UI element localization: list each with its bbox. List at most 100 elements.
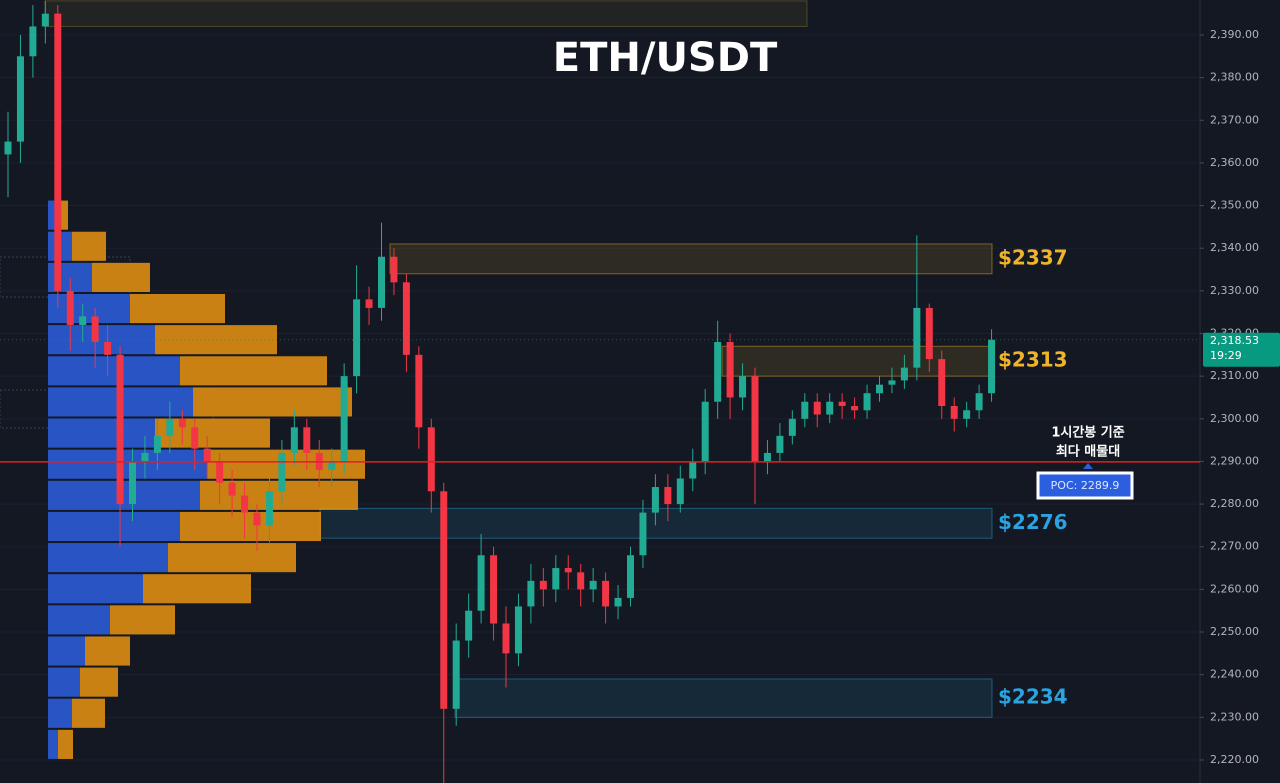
zone: [319, 507, 993, 539]
last-price-label: 2,318.53: [1210, 334, 1259, 347]
profile-buy: [48, 480, 200, 510]
profile-buy: [48, 636, 85, 666]
profile-sell: [58, 729, 73, 759]
profile-buy: [48, 449, 207, 479]
candle-body: [340, 376, 348, 462]
profile-sell: [58, 200, 68, 230]
candle-body: [477, 555, 485, 611]
profile-buy: [48, 729, 58, 759]
candle-body: [838, 401, 846, 406]
candle-body: [664, 487, 672, 505]
chart-title: ETH/USDT: [553, 35, 778, 81]
profile-buy: [48, 293, 130, 324]
y-tick-label: 2,270.00: [1210, 540, 1259, 553]
profile-buy: [48, 325, 155, 355]
profile-sell: [80, 667, 118, 697]
candle-body: [104, 342, 112, 355]
profile-buy: [48, 418, 155, 448]
candle-body: [739, 376, 747, 398]
candle-body: [66, 290, 74, 325]
zone-label: $2234: [998, 685, 1068, 709]
candle-body: [988, 339, 996, 394]
candle-body: [801, 401, 809, 419]
candle-body: [589, 580, 597, 590]
y-tick-label: 2,340.00: [1210, 241, 1259, 254]
candle-body: [502, 623, 510, 654]
profile-buy: [48, 605, 110, 635]
zone: [44, 0, 808, 27]
candle-body: [427, 427, 435, 492]
profile-sell: [110, 605, 175, 635]
candle-body: [29, 26, 37, 57]
zone-label: $2337: [998, 245, 1068, 269]
price-axis: [1200, 0, 1280, 783]
candle-body: [415, 354, 423, 428]
candle-body: [514, 606, 522, 654]
y-tick-label: 2,380.00: [1210, 71, 1259, 84]
candle-body: [465, 610, 473, 641]
candle-body: [950, 406, 958, 419]
candle-body: [490, 555, 498, 624]
profile-sell: [180, 356, 327, 386]
zone-label: $2276: [998, 510, 1068, 534]
annotation-arrow: [1083, 463, 1093, 469]
candle-body: [900, 367, 908, 381]
candle-body: [763, 452, 771, 462]
candle-body: [328, 461, 336, 470]
candle-body: [963, 410, 971, 419]
candle-body: [651, 487, 659, 513]
profile-buy: [48, 356, 180, 386]
candle-body: [253, 512, 261, 526]
candle-body: [913, 307, 921, 368]
candle-body: [888, 380, 896, 385]
candle-body: [876, 384, 883, 394]
candle-body: [452, 640, 460, 709]
profile-sell: [180, 511, 321, 542]
candle-body: [826, 401, 834, 415]
profile-sell: [92, 262, 150, 292]
candle-body: [54, 13, 62, 291]
candle-body: [129, 461, 136, 505]
candle-body: [602, 580, 610, 607]
candle-body: [925, 307, 933, 360]
countdown: 19:29: [1210, 349, 1242, 362]
y-tick-label: 2,300.00: [1210, 412, 1259, 425]
candle-body: [228, 482, 236, 496]
last-price-tag: [1203, 332, 1280, 367]
profile-sell: [85, 636, 130, 666]
candle-body: [278, 452, 286, 492]
candle-body: [552, 568, 560, 590]
candle-body: [975, 393, 983, 411]
candle-body: [527, 580, 535, 607]
candle-body: [91, 316, 99, 343]
candle-body: [41, 13, 49, 27]
poc-label: POC: 2289.9: [1051, 479, 1120, 492]
candle-body: [216, 461, 224, 483]
zone-label: $2313: [998, 348, 1068, 372]
y-tick-label: 2,220.00: [1210, 753, 1259, 766]
candle-body: [938, 359, 946, 406]
candle-body: [290, 427, 298, 453]
candle-body: [813, 401, 821, 415]
candle-body: [788, 418, 796, 436]
candle-body: [701, 401, 709, 462]
candle-body: [303, 427, 311, 453]
candle-body: [265, 491, 273, 526]
candle-body: [863, 393, 871, 411]
candle-body: [378, 256, 385, 308]
profile-sell: [155, 418, 270, 448]
y-tick-label: 2,350.00: [1210, 199, 1259, 212]
candle-body: [178, 418, 186, 428]
y-tick-label: 2,280.00: [1210, 497, 1259, 510]
profile-sell: [207, 449, 365, 479]
profile-buy: [48, 543, 168, 573]
candle-body: [390, 256, 398, 283]
y-tick-label: 2,360.00: [1210, 156, 1259, 169]
candle-body: [639, 512, 647, 556]
candle-body: [402, 282, 410, 355]
candle-body: [676, 478, 684, 505]
candle-body: [166, 418, 174, 436]
plot-area: [0, 0, 1200, 783]
zone: [454, 678, 993, 718]
